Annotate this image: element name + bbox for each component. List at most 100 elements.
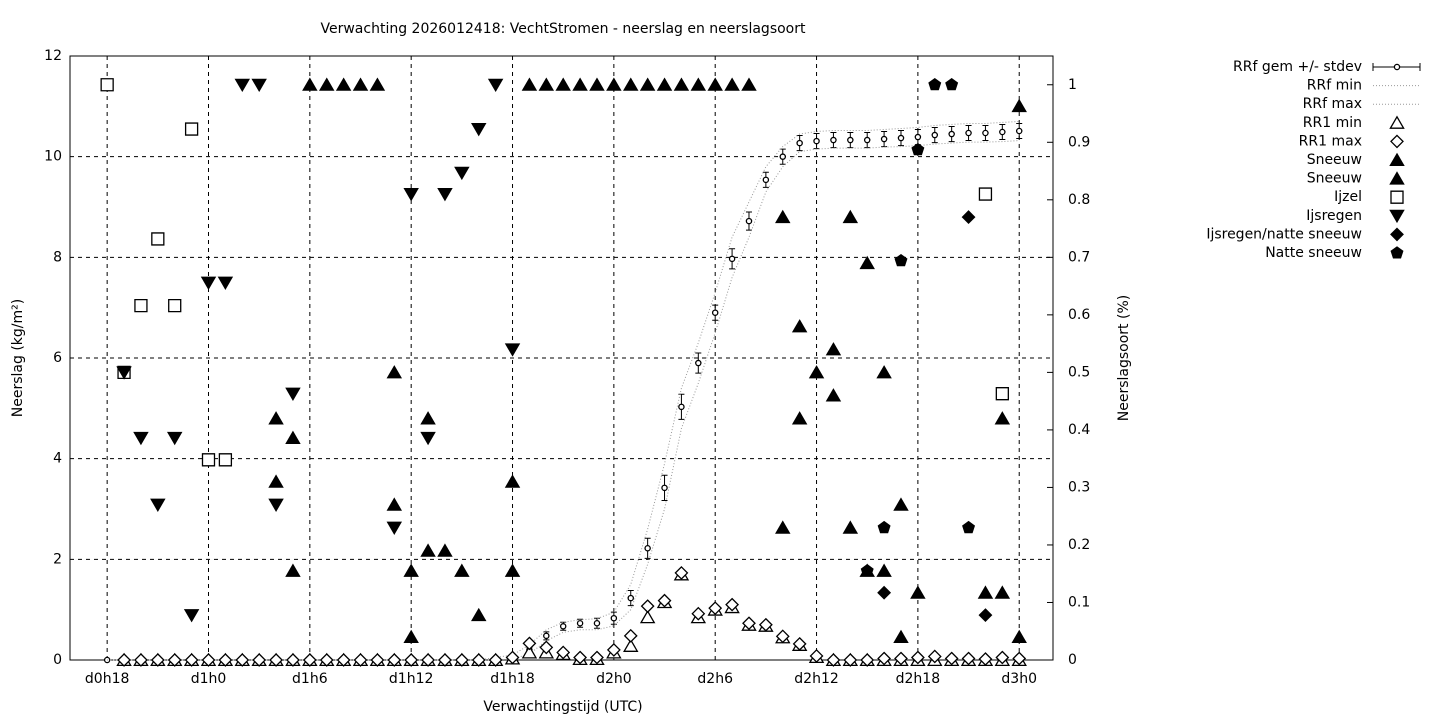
legend-label: Natte sneeuw [1265, 245, 1362, 261]
y-tick-label: 2 [53, 551, 62, 567]
marker [521, 77, 538, 91]
marker [877, 651, 892, 666]
legend-label: Ijsregen/natte sneeuw [1206, 226, 1362, 242]
marker [133, 431, 149, 446]
marker [504, 343, 521, 357]
marker [691, 606, 706, 621]
marker [728, 255, 736, 263]
marker [352, 77, 369, 91]
x-tick-label: d0h18 [85, 671, 129, 687]
marker [116, 366, 132, 380]
marker [302, 77, 318, 91]
y2-tick-label: 0.6 [1068, 307, 1090, 323]
marker [336, 653, 351, 667]
marker [1389, 171, 1405, 185]
marker [421, 653, 435, 667]
marker [894, 651, 908, 666]
legend-item: RRf gem +/- stdev [1233, 59, 1421, 75]
marker [252, 653, 267, 667]
marker [269, 653, 283, 667]
y2-tick-label: 0.1 [1068, 594, 1090, 610]
marker [543, 632, 550, 640]
marker [657, 593, 672, 608]
y-tick-label: 6 [53, 350, 62, 366]
marker [593, 620, 601, 627]
marker [859, 255, 875, 270]
marker [251, 78, 267, 93]
marker [134, 653, 148, 667]
marker [285, 430, 301, 445]
marker [695, 359, 702, 367]
marker [454, 563, 470, 577]
marker [521, 645, 538, 659]
marker [201, 453, 216, 467]
marker [931, 131, 939, 139]
marker [319, 77, 335, 91]
legend-label: Ijsregen [1306, 208, 1362, 224]
range-line [107, 120, 1020, 661]
legend-item: RRf max [1303, 96, 1420, 112]
marker [471, 607, 487, 622]
marker [217, 276, 234, 290]
marker [1393, 63, 1401, 71]
marker [876, 563, 892, 577]
marker [1389, 209, 1405, 224]
marker [134, 299, 148, 313]
marker [286, 653, 300, 667]
x-tick-label: d1h6 [292, 671, 328, 687]
marker [572, 77, 588, 91]
marker [897, 134, 905, 142]
legend-label: Sneeuw [1307, 171, 1362, 187]
marker [707, 77, 723, 91]
marker [420, 543, 436, 557]
legend-item: Ijzel [1334, 189, 1404, 205]
marker [674, 566, 689, 580]
marker [809, 649, 824, 663]
x-tick-label: d2h0 [596, 671, 632, 687]
marker [403, 629, 419, 644]
marker [386, 497, 403, 511]
legend-label: RRf gem +/- stdev [1233, 59, 1362, 75]
marker [168, 299, 182, 313]
marker [847, 136, 854, 144]
legend-label: RR1 max [1299, 133, 1362, 149]
marker [965, 129, 972, 137]
marker [982, 129, 989, 137]
marker [201, 653, 216, 667]
marker [792, 636, 807, 651]
marker [556, 645, 571, 660]
marker [420, 411, 436, 425]
marker [741, 77, 757, 91]
marker [183, 609, 200, 623]
legend-item: Ijsregen [1306, 208, 1405, 224]
y2-tick-label: 0.4 [1068, 422, 1090, 438]
marker [825, 342, 842, 356]
marker [623, 77, 639, 91]
marker [1012, 651, 1027, 666]
y2-tick-label: 1 [1068, 77, 1077, 93]
marker [825, 388, 842, 402]
marker [656, 77, 673, 91]
legend-item: RR1 min [1303, 115, 1405, 131]
y2-tick-label: 0 [1068, 652, 1077, 668]
x-tick-label: d1h18 [490, 671, 534, 687]
marker [644, 545, 651, 552]
marker [319, 653, 334, 667]
marker [690, 77, 707, 91]
marker [977, 585, 994, 599]
x-tick-label: d2h18 [896, 671, 940, 687]
marker [539, 640, 554, 655]
marker [758, 617, 773, 632]
marker [623, 628, 638, 643]
marker [627, 594, 634, 602]
marker [184, 653, 199, 667]
marker [962, 520, 976, 534]
marker [775, 520, 791, 534]
marker [860, 653, 875, 667]
marker [914, 133, 922, 141]
marker [387, 653, 402, 667]
marker [151, 232, 165, 246]
marker [420, 431, 436, 446]
x-tick-label: d2h12 [794, 671, 838, 687]
